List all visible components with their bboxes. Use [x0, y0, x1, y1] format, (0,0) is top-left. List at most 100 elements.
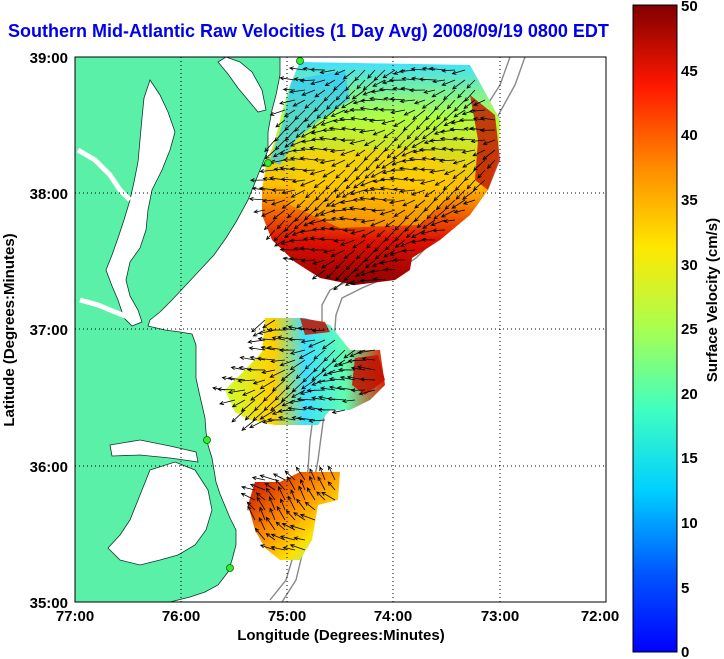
- north-velocity-lowspeed: [270, 70, 350, 165]
- velocity-arrow: [313, 99, 326, 112]
- velocity-arrow: [291, 179, 306, 184]
- velocity-arrow: [445, 189, 456, 201]
- velocity-arrow: [289, 359, 306, 371]
- velocity-arrow: [433, 209, 446, 220]
- velocity-arrow: [344, 79, 356, 92]
- velocity-arrow: [302, 168, 316, 173]
- velocity-arrow: [379, 259, 396, 265]
- velocity-arrow: [289, 349, 306, 355]
- velocity-arrow: [398, 166, 416, 171]
- velocity-arrow: [308, 146, 326, 151]
- velocity-arrow: [350, 116, 366, 121]
- velocity-arrow: [421, 99, 436, 109]
- velocity-arrow: [349, 349, 366, 357]
- x-axis-label: Longitude (Degrees:Minutes): [237, 627, 445, 644]
- velocity-arrow: [318, 395, 336, 401]
- velocity-arrow: [383, 267, 396, 272]
- velocity-arrow: [412, 149, 426, 154]
- velocity-arrow: [259, 544, 276, 551]
- velocity-arrow: [291, 229, 306, 236]
- velocity-arrow: [402, 119, 416, 131]
- velocity-arrow: [259, 379, 276, 390]
- velocity-arrow: [275, 521, 286, 531]
- colorbar-tick-label: 15: [681, 450, 698, 467]
- velocity-arrow: [289, 66, 306, 71]
- velocity-arrow: [405, 229, 416, 239]
- velocity-arrow: [360, 219, 376, 224]
- velocity-arrow: [386, 149, 396, 159]
- velocity-arrow: [304, 109, 316, 123]
- velocity-arrow: [368, 118, 386, 123]
- velocity-arrow: [299, 78, 316, 83]
- velocity-arrow: [271, 379, 286, 392]
- velocity-arrow: [274, 478, 286, 491]
- velocity-arrow: [287, 475, 296, 491]
- velocity-arrow: [264, 149, 276, 160]
- velocity-arrow: [311, 396, 326, 401]
- velocity-arrow: [300, 478, 306, 491]
- velocity-arrow: [351, 89, 366, 100]
- velocity-arrow: [486, 159, 496, 170]
- velocity-arrow: [283, 219, 296, 232]
- velocity-arrow: [409, 178, 426, 183]
- velocity-arrow: [349, 107, 366, 112]
- velocity-arrow: [455, 189, 466, 200]
- velocity-arrow: [408, 88, 426, 93]
- velocity-arrow: [259, 506, 266, 521]
- velocity-arrow: [287, 325, 306, 331]
- velocity-arrow: [313, 179, 326, 189]
- velocity-arrow: [470, 138, 486, 144]
- velocity-arrow: [333, 279, 346, 291]
- colorbar: [632, 4, 678, 653]
- colorbar-label: Surface Velocity (cm/s): [704, 218, 721, 382]
- velocity-arrow: [320, 386, 336, 391]
- velocity-arrow: [265, 533, 276, 541]
- velocity-arrow: [410, 189, 426, 196]
- colorbar-tick-label: 35: [681, 192, 698, 209]
- velocity-arrow: [382, 69, 396, 79]
- velocity-arrow: [274, 389, 286, 401]
- colorbar-tick-label: 10: [681, 515, 698, 532]
- velocity-arrow: [384, 219, 396, 228]
- velocity-arrow: [479, 128, 496, 133]
- velocity-arrow: [364, 259, 376, 269]
- velocity-arrow: [449, 127, 466, 132]
- velocity-arrow: [451, 199, 466, 209]
- velocity-arrow: [453, 209, 466, 214]
- velocity-arrow: [468, 109, 486, 114]
- velocity-arrow: [289, 544, 306, 551]
- velocity-arrow: [311, 369, 326, 381]
- velocity-arrow: [350, 229, 366, 235]
- velocity-arrow: [272, 149, 286, 158]
- colorbar-tick-label: 20: [681, 386, 698, 403]
- velocity-arrow: [300, 129, 316, 138]
- velocity-arrow: [350, 366, 366, 371]
- velocity-arrow: [345, 159, 356, 168]
- velocity-arrow: [333, 359, 346, 367]
- velocity-arrow: [275, 119, 286, 128]
- velocity-arrow: [472, 149, 486, 157]
- velocity-arrow: [296, 498, 306, 511]
- velocity-arrow: [313, 349, 326, 360]
- velocity-arrow: [441, 79, 456, 86]
- velocity-arrow: [372, 129, 386, 136]
- velocity-arrow: [362, 117, 376, 122]
- velocity-arrow: [381, 159, 396, 169]
- velocity-arrow: [411, 229, 426, 238]
- velocity-arrow: [251, 186, 266, 191]
- velocity-arrow: [458, 137, 476, 142]
- velocity-arrow: [257, 336, 276, 342]
- velocity-arrow: [384, 229, 396, 242]
- velocity-arrow: [219, 399, 236, 406]
- velocity-arrow: [294, 109, 306, 121]
- y-axis-ticks: 39:00 38:00 37:00 36:00 35:00: [30, 50, 68, 612]
- y-tick-label: 37:00: [30, 322, 68, 339]
- velocity-arrow: [327, 369, 346, 375]
- velocity-arrow: [370, 219, 386, 227]
- velocity-arrow: [341, 189, 356, 198]
- velocity-arrow: [341, 398, 356, 404]
- velocity-arrow: [328, 376, 346, 382]
- velocity-arrow: [309, 247, 326, 252]
- velocity-arrow: [333, 238, 346, 243]
- velocity-arrow: [338, 117, 356, 122]
